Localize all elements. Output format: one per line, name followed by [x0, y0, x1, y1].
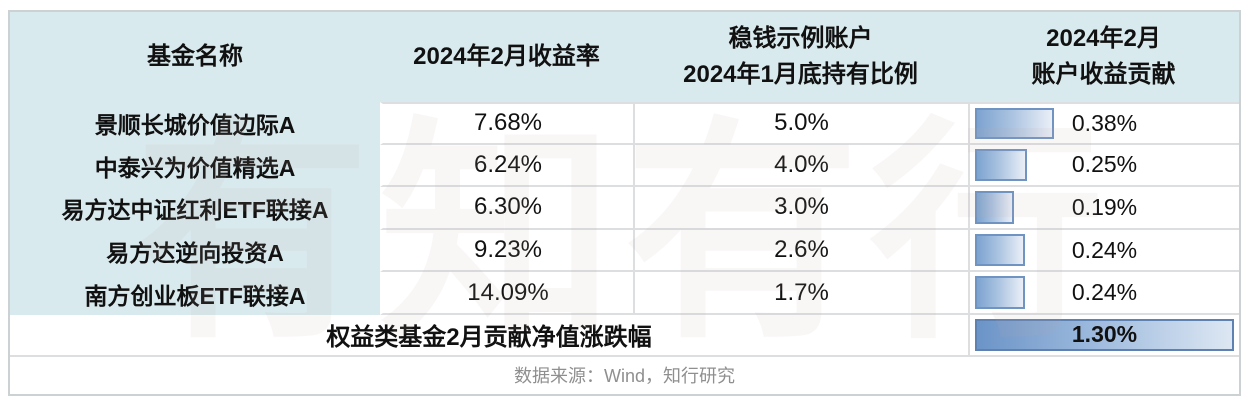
contribution-value: 0.24% — [1071, 279, 1138, 306]
holding-value: 1.7% — [633, 272, 968, 315]
contribution-value: 0.38% — [1071, 109, 1138, 136]
feb-return-value: 14.09% — [380, 272, 633, 315]
contribution-value: 0.25% — [1071, 151, 1138, 178]
contribution-cell: 0.38% — [968, 102, 1239, 145]
contribution-databar — [975, 108, 1054, 139]
header-holding-ratio: 稳钱示例账户 2024年1月底持有比例 — [633, 12, 968, 102]
header-holding-line2: 2024年1月底持有比例 — [683, 61, 918, 88]
contribution-cell: 0.24% — [968, 272, 1239, 315]
data-source-note: 数据来源：Wind，知行研究 — [10, 356, 1239, 394]
footer-summary-label: 权益类基金2月贡献净值涨跌幅 — [10, 314, 968, 357]
holding-value: 5.0% — [633, 102, 968, 145]
contribution-cell: 0.25% — [968, 144, 1239, 188]
footer-total-value: 1.30% — [1071, 321, 1138, 348]
fund-name: 南方创业板ETF联接A — [10, 272, 380, 315]
feb-return-value: 6.30% — [380, 187, 633, 230]
header-contribution: 2024年2月 账户收益贡献 — [968, 12, 1239, 102]
fund-contribution-table: 基金名称 2024年2月收益率 稳钱示例账户 2024年1月底持有比例 2024… — [8, 10, 1241, 396]
header-contribution-text: 2024年2月 账户收益贡献 — [1032, 21, 1176, 93]
contribution-databar — [975, 276, 1025, 309]
footer-total-databar: 1.30% — [975, 318, 1234, 351]
contribution-databar — [975, 233, 1025, 267]
holding-value: 4.0% — [633, 144, 968, 188]
fund-name: 易方达逆向投资A — [10, 229, 380, 273]
table-grid: 基金名称 2024年2月收益率 稳钱示例账户 2024年1月底持有比例 2024… — [10, 12, 1239, 394]
holding-value: 2.6% — [633, 229, 968, 273]
contribution-value: 0.24% — [1071, 236, 1138, 263]
contribution-cell: 0.24% — [968, 229, 1239, 273]
feb-return-value: 6.24% — [380, 144, 633, 188]
header-feb-return: 2024年2月收益率 — [380, 12, 633, 102]
contribution-cell: 0.19% — [968, 187, 1239, 230]
header-holding-ratio-text: 稳钱示例账户 2024年1月底持有比例 — [683, 21, 918, 93]
feb-return-value: 9.23% — [380, 229, 633, 273]
fund-name: 易方达中证红利ETF联接A — [10, 187, 380, 230]
contribution-databar — [975, 191, 1015, 224]
holding-value: 3.0% — [633, 187, 968, 230]
contribution-databar — [975, 148, 1027, 182]
header-fund-name: 基金名称 — [10, 12, 380, 102]
header-contribution-line1: 2024年2月 — [1046, 25, 1161, 52]
contribution-value: 0.19% — [1071, 193, 1138, 220]
header-holding-line1: 稳钱示例账户 — [728, 25, 873, 52]
feb-return-value: 7.68% — [380, 102, 633, 145]
fund-name: 中泰兴为价值精选A — [10, 144, 380, 188]
footer-contribution-cell: 1.30% — [968, 314, 1239, 357]
fund-name: 景顺长城价值边际A — [10, 102, 380, 145]
header-contribution-line2: 账户收益贡献 — [1031, 61, 1176, 88]
